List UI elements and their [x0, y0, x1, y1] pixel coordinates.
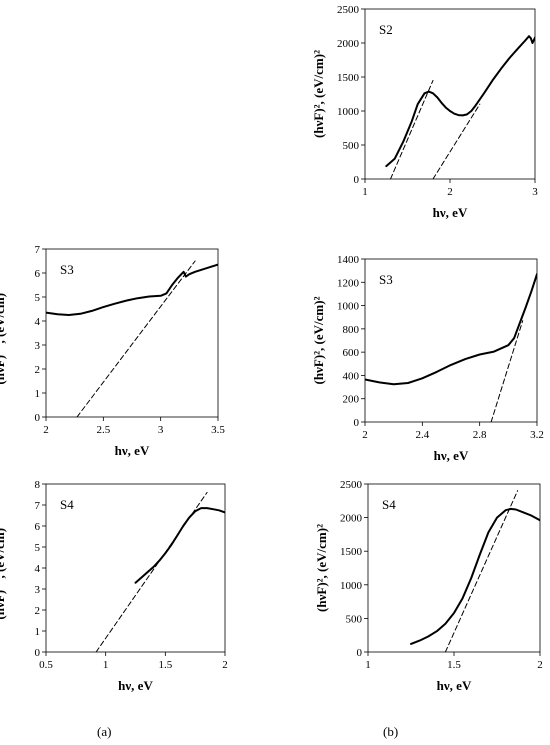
y-tick-label: 6: [35, 521, 41, 533]
sample-label: S3: [379, 272, 393, 287]
x-tick-label: 2: [537, 659, 543, 671]
y-tick-label: 1000: [337, 301, 360, 313]
tangent-line: [432, 103, 481, 179]
x-axis-label: hν, eV: [118, 678, 153, 693]
chart-2: 2 2.5 3 3.5 0 1 2 3 4 5 6 7 hν, eV (hνF)1/2, (eV/cm)1…: [0, 244, 225, 458]
y-tick-label: 1: [35, 388, 41, 400]
x-tick-label: 2.4: [415, 429, 429, 441]
x-tick-label: 3.2: [530, 429, 544, 441]
y-tick-label: 4: [35, 316, 41, 328]
x-tick-label: 1: [362, 186, 368, 198]
y-tick-label: 2: [35, 364, 41, 376]
y-tick-label: 400: [343, 370, 360, 382]
chart-3: 2 2.4 2.8 3.2 0 200 400 600 800 1000 1200 1400 hν, e…: [311, 254, 544, 463]
tangent-line: [390, 79, 434, 179]
y-tick-label: 1500: [340, 546, 363, 558]
x-tick-label: 3: [532, 186, 538, 198]
y-tick-label: 7: [35, 500, 41, 512]
y-tick-label: 5: [35, 292, 41, 304]
y-tick-label: 3: [35, 584, 41, 596]
y-tick-label: 4: [35, 563, 41, 575]
chart-1: 1 2 3 0 500 1000 1500 2000 2500 hν, eV (hνF)², (eV…: [311, 4, 538, 220]
y-tick-label: 1000: [340, 580, 363, 592]
y-tick-label: 8: [35, 479, 41, 491]
tangent-line: [490, 320, 524, 422]
x-tick-label: 2: [447, 186, 453, 198]
y-tick-label: 500: [343, 140, 360, 152]
y-tick-label: 800: [343, 324, 360, 336]
y-axis-label: (hνF)1/2, (eV/cm)1/2: [0, 281, 7, 385]
x-tick-label: 2.8: [473, 429, 487, 441]
x-tick-label: 1: [103, 659, 109, 671]
x-axis-label: hν, eV: [433, 205, 468, 220]
y-tick-label: 2500: [340, 479, 363, 491]
data-curve: [410, 507, 540, 645]
y-tick-label: 0: [357, 647, 363, 659]
plot-frame: [45, 248, 219, 418]
y-tick-label: 1: [35, 626, 41, 638]
y-tick-label: 0: [354, 174, 360, 186]
chart-5: 1 1.5 2 0 500 1000 1500 2000 2500 hν, eV (hνF)², (…: [314, 479, 543, 693]
x-tick-label: 3: [158, 424, 164, 436]
y-tick-label: 2: [35, 605, 41, 617]
sample-label: S3: [60, 262, 74, 277]
y-tick-label: 0: [35, 412, 41, 424]
x-tick-label: 2: [362, 429, 368, 441]
sample-label: S2: [379, 22, 393, 37]
y-tick-label: 1200: [337, 277, 360, 289]
y-tick-label: 1500: [337, 72, 360, 84]
sample-label: S4: [60, 497, 74, 512]
y-tick-label: 2000: [337, 38, 360, 50]
x-axis-label: hν, eV: [437, 678, 472, 693]
plot-frame: [364, 258, 538, 423]
x-tick-label: 2: [222, 659, 228, 671]
y-tick-label: 3: [35, 340, 41, 352]
data-curve: [365, 273, 537, 386]
y-tick-label: 2500: [337, 4, 360, 16]
tangent-line: [76, 260, 196, 417]
x-tick-label: 1.5: [158, 659, 172, 671]
data-curve: [46, 263, 218, 316]
x-tick-label: 2.5: [96, 424, 110, 436]
y-tick-label: 1400: [337, 254, 360, 266]
y-tick-label: 0: [35, 647, 41, 659]
y-tick-label: 200: [343, 394, 360, 406]
y-tick-label: 7: [35, 244, 41, 256]
tangent-line: [95, 491, 208, 652]
x-tick-label: 0.5: [39, 659, 53, 671]
y-axis-label: (hνF)², (eV/cm)²: [314, 524, 329, 612]
chart-4: 0.5 1 1.5 2 0 1 2 3 4 5 6 7 8 hν, eV (hνF)1/2, (eV/cm)…: [0, 479, 228, 693]
y-axis-label: (hνF)², (eV/cm)²: [311, 50, 326, 138]
y-tick-label: 600: [343, 347, 360, 359]
y-tick-label: 500: [346, 613, 363, 625]
data-curve: [134, 507, 225, 584]
sample-label: S4: [382, 497, 396, 512]
tangent-line: [444, 490, 519, 652]
y-tick-label: 2000: [340, 513, 363, 525]
y-tick-label: 0: [354, 417, 360, 429]
data-curve: [385, 35, 535, 168]
x-tick-label: 2: [43, 424, 49, 436]
x-axis-label: hν, eV: [115, 443, 150, 458]
y-tick-label: 5: [35, 542, 41, 554]
y-tick-label: 1000: [337, 106, 360, 118]
y-tick-label: 6: [35, 268, 41, 280]
x-tick-label: 3.5: [211, 424, 225, 436]
y-axis-label: (hνF)1/2, (eV/cm)1/2: [0, 516, 7, 620]
x-tick-label: 1.5: [447, 659, 461, 671]
figure-label-b: (b): [383, 724, 399, 739]
x-axis-label: hν, eV: [434, 448, 469, 463]
y-axis-label: (hνF)², (eV/cm)²: [311, 296, 326, 384]
figure-label-a: (a): [97, 724, 112, 739]
x-tick-label: 1: [365, 659, 371, 671]
